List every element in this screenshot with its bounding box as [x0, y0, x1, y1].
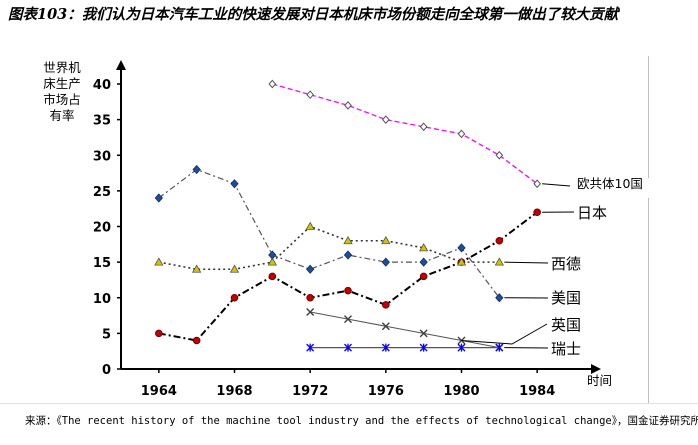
leader-line [461, 323, 548, 345]
bottom-rule [0, 403, 698, 404]
series-label: 美国 [551, 289, 581, 307]
source-note: 来源：《The recent history of the machine to… [25, 415, 698, 427]
data-point [418, 243, 429, 252]
y-axis-label-line: 市场占 [43, 92, 81, 107]
series-label: 英国 [551, 316, 581, 334]
data-point [154, 257, 164, 266]
series-label: 西德 [551, 255, 581, 273]
data-point [344, 343, 352, 352]
side-rule-bottom [648, 198, 649, 403]
data-point [494, 257, 505, 266]
y-tick-label: 15 [93, 256, 111, 271]
data-point [456, 257, 467, 266]
data-point [305, 221, 315, 230]
y-tick-label: 30 [93, 149, 111, 164]
data-point [267, 257, 278, 266]
series-line [158, 168, 500, 299]
y-axis-arrow [116, 60, 126, 70]
y-axis-label-line: 床生产 [43, 76, 81, 91]
data-point [229, 264, 240, 273]
y-tick-label: 40 [93, 78, 111, 93]
x-axis-label: 时间 [587, 373, 612, 388]
data-point [306, 90, 315, 100]
x-tick-label: 1984 [519, 384, 555, 399]
x-tick-label: 1972 [292, 384, 328, 399]
series-label: 欧共体10国 [577, 176, 643, 191]
data-point [192, 336, 201, 345]
data-point [343, 235, 353, 245]
y-tick-label: 10 [93, 292, 111, 307]
series-label: 日本 [577, 204, 607, 222]
data-point [457, 343, 466, 352]
data-point [381, 257, 390, 267]
data-point [495, 293, 504, 303]
x-axis-arrow [591, 364, 601, 374]
data-point [382, 301, 390, 309]
series-line [310, 311, 500, 349]
x-tick-label: 1976 [368, 384, 404, 399]
data-point [419, 122, 428, 132]
side-rule-top [648, 56, 649, 178]
data-point [230, 293, 239, 302]
y-tick-label: 25 [93, 185, 111, 200]
data-point [533, 208, 541, 217]
y-tick-label: 5 [102, 327, 111, 342]
data-point [192, 164, 201, 175]
data-point [533, 179, 542, 189]
leader-line [542, 183, 571, 187]
series-label: 瑞士 [551, 340, 581, 358]
figure-title: 图表103：我们认为日本汽车工业的快速发展对日本机床市场份额走向全球第一做出了较… [8, 6, 619, 23]
data-point [306, 308, 315, 316]
data-point [268, 272, 277, 281]
y-tick-label: 20 [93, 221, 111, 236]
data-point [191, 264, 202, 273]
data-point [344, 101, 352, 110]
data-point [306, 293, 314, 302]
chart-area: 0 5 10 15 20 25 30 35 40 1964 1968 1972 1976 1980 1984… [0, 56, 698, 402]
data-point [381, 115, 390, 124]
data-point [268, 79, 277, 89]
data-point [419, 257, 428, 267]
data-point [495, 236, 504, 245]
series-line [272, 83, 538, 185]
data-point [457, 243, 466, 253]
data-point [495, 150, 504, 160]
data-point [419, 272, 428, 281]
series-line [158, 211, 538, 342]
y-axis-label-line: 世界机 [43, 60, 81, 75]
data-point [381, 235, 391, 245]
data-point [343, 250, 353, 260]
data-point [268, 250, 277, 260]
data-point [344, 315, 352, 324]
x-tick-label: 1968 [216, 384, 252, 399]
data-point [457, 129, 466, 139]
line-chart: 0 5 10 15 20 25 30 35 40 1964 1968 1972 1976 1980 1984… [43, 60, 643, 399]
data-point [419, 343, 428, 352]
y-axis-label-line: 有率 [49, 108, 74, 123]
data-point [306, 264, 315, 274]
y-tick-label: 0 [102, 363, 111, 378]
x-tick-label: 1980 [443, 384, 479, 399]
series-line [158, 225, 500, 271]
leader-line [504, 261, 549, 264]
y-tick-label: 35 [93, 114, 111, 129]
data-point [381, 322, 390, 331]
data-point [306, 343, 315, 352]
data-point [419, 329, 428, 338]
data-point [495, 343, 504, 352]
data-point [155, 329, 163, 338]
data-point [230, 179, 239, 189]
x-tick-label: 1964 [141, 384, 177, 399]
data-point [344, 286, 352, 295]
data-point [154, 193, 163, 203]
data-point [381, 343, 390, 352]
